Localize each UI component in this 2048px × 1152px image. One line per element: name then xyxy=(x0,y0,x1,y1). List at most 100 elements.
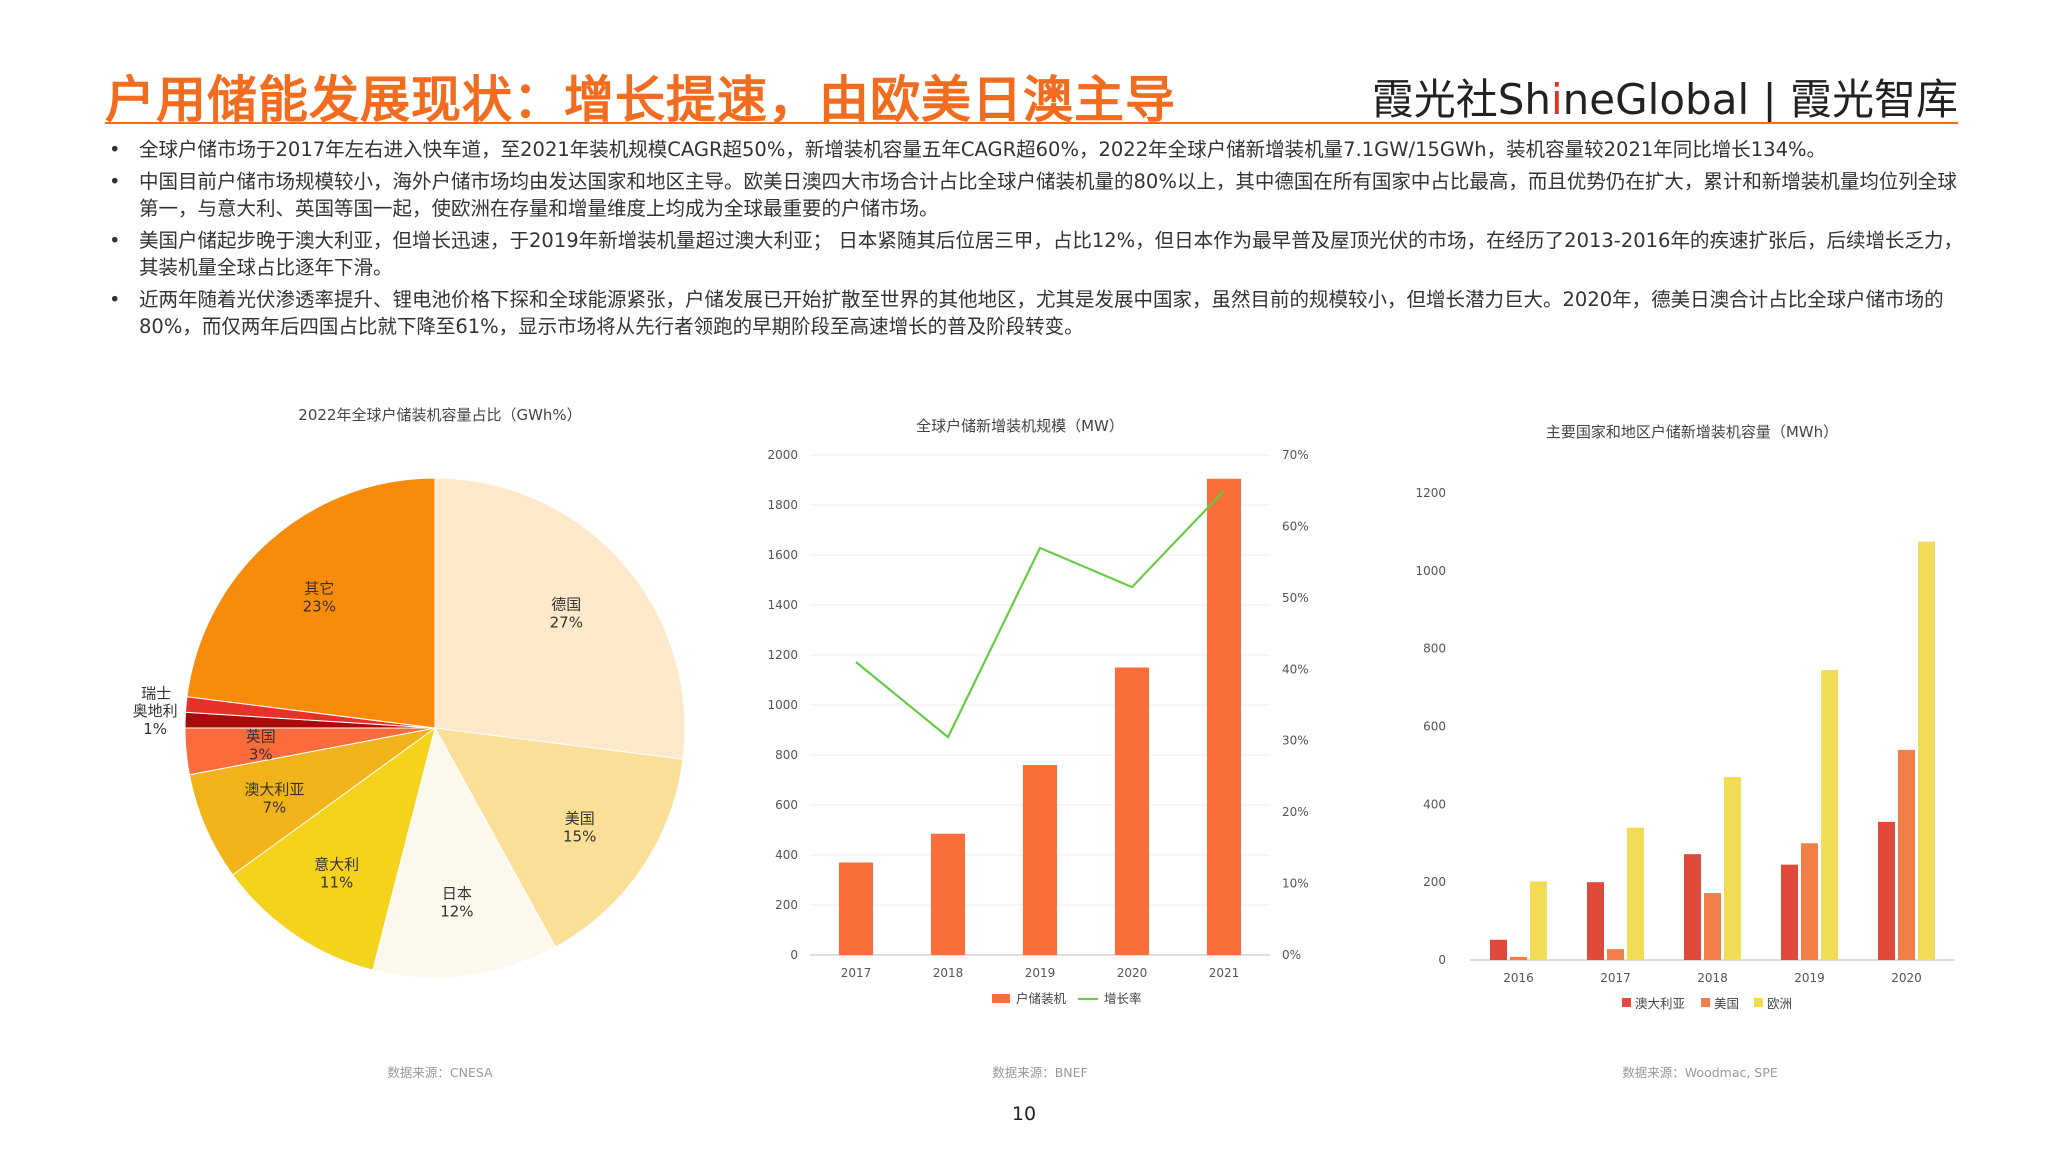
x-tick-label: 2019 xyxy=(1025,966,1056,980)
bullet-marker: • xyxy=(109,138,121,161)
x-tick-label: 2020 xyxy=(1117,966,1148,980)
grouped-chart-title: 主要国家和地区户储新增装机容量（MWh） xyxy=(1546,423,1838,441)
legend-label: 美国 xyxy=(1714,996,1739,1011)
x-tick-label: 2016 xyxy=(1503,971,1534,985)
bar xyxy=(931,833,965,955)
pie-slice xyxy=(186,477,436,729)
bar xyxy=(1510,956,1527,960)
legend-label: 户储装机 xyxy=(1016,991,1067,1006)
y-tick-label: 600 xyxy=(1423,720,1446,734)
pie-slice-name: 瑞士 xyxy=(141,685,171,703)
pie-slice-percent: 11% xyxy=(320,874,353,892)
page-number: 10 xyxy=(1011,1103,1037,1125)
pie-slice xyxy=(434,477,686,760)
bullet-text: 近两年随着光伏渗透率提升、锂电池价格下探和全球能源紧张，户储发展已开始扩散至世界… xyxy=(139,288,1944,338)
legend-label: 欧洲 xyxy=(1767,996,1792,1011)
bar xyxy=(1704,893,1721,960)
bar xyxy=(1607,949,1624,960)
y2-tick-label: 50% xyxy=(1282,591,1309,605)
bullet-list: • 全球户储市场于2017年左右进入快车道，至2021年装机规模CAGR超50%，… xyxy=(105,136,1975,345)
pie-slice-name: 德国 xyxy=(551,595,581,613)
y-tick-label: 1000 xyxy=(767,698,798,712)
bullet-text: 中国目前户储市场规模较小，海外户储市场均由发达国家和地区主导。欧美日澳四大市场合… xyxy=(139,170,1957,220)
legend-swatch xyxy=(1622,998,1631,1007)
bar xyxy=(1724,777,1741,960)
pie-chart-title: 2022年全球户储装机容量占比（GWh%） xyxy=(298,406,581,424)
legend-swatch-bar xyxy=(992,994,1010,1003)
y-tick-label: 400 xyxy=(775,848,798,862)
bullet-item: • 全球户储市场于2017年左右进入快车道，至2021年装机规模CAGR超50%，… xyxy=(105,136,1975,163)
x-tick-label: 2017 xyxy=(1600,971,1631,985)
bar xyxy=(839,862,873,955)
grouped-legend: 澳大利亚 美国 欧洲 xyxy=(1622,996,1792,1011)
y-tick-label: 200 xyxy=(775,898,798,912)
bullet-marker: • xyxy=(109,229,121,252)
pie-slice xyxy=(372,726,557,979)
bar xyxy=(1530,881,1547,960)
y-tick-label: 2000 xyxy=(767,448,798,462)
y-tick-label: 1600 xyxy=(767,548,798,562)
pie-slice-percent: 7% xyxy=(263,799,287,817)
combo-legend: 户储装机 增长率 xyxy=(992,991,1142,1006)
bullet-text: 美国户储起步晚于澳大利亚，但增长迅速，于2019年新增装机量超过澳大利亚； 日本… xyxy=(139,229,1963,279)
title-rule xyxy=(105,122,1958,124)
pie-slice-name: 其它 xyxy=(304,580,334,598)
bullet-item: • 近两年随着光伏渗透率提升、锂电池价格下探和全球能源紧张，户储发展已开始扩散至世… xyxy=(105,286,1975,340)
bar xyxy=(1684,854,1701,960)
legend-swatch xyxy=(1754,998,1763,1007)
bar xyxy=(1801,843,1818,960)
bar xyxy=(1490,939,1507,960)
bullet-item: • 中国目前户储市场规模较小，海外户储市场均由发达国家和地区主导。欧美日澳四大市场… xyxy=(105,168,1975,222)
bar xyxy=(1023,765,1057,955)
x-tick-label: 2018 xyxy=(933,966,964,980)
pie-slice-name: 美国 xyxy=(565,809,595,827)
pie-slice-name: 奥地利 xyxy=(133,702,178,720)
grouped-axis-labels: 0 200 400 600 800 1000 1200 2016 2017 2018 2019 202… xyxy=(1415,486,1921,985)
pie-slice-percent: 27% xyxy=(550,613,583,631)
brand-separator: | xyxy=(1762,75,1777,124)
combo-chart-source: 数据来源：BNEF xyxy=(992,1065,1088,1080)
combo-chart-title: 全球户储新增装机规模（MW） xyxy=(916,417,1124,435)
y2-tick-label: 30% xyxy=(1282,734,1309,748)
y2-tick-label: 0% xyxy=(1282,948,1301,962)
header: 户用储能发展现状：增长提速，由欧美日澳主导 霞光社ShineGlobal | 霞… xyxy=(0,0,2048,130)
pie-slice-percent: 15% xyxy=(563,827,596,845)
y-tick-label: 1800 xyxy=(767,498,798,512)
bar xyxy=(1878,821,1895,960)
pie-slice-name: 日本 xyxy=(442,885,472,903)
bar xyxy=(1781,864,1798,960)
bullet-marker: • xyxy=(109,288,121,311)
bullet-text: 全球户储市场于2017年左右进入快车道，至2021年装机规模CAGR超50%，新… xyxy=(139,138,1827,161)
y-tick-label: 200 xyxy=(1423,875,1446,889)
grouped-bars xyxy=(1490,541,1935,960)
x-tick-label: 2021 xyxy=(1209,966,1240,980)
y-tick-label: 1200 xyxy=(767,648,798,662)
bullet-item: • 美国户储起步晚于澳大利亚，但增长迅速，于2019年新增装机量超过澳大利亚； 日… xyxy=(105,227,1975,281)
legend-label: 增长率 xyxy=(1104,991,1142,1006)
bar xyxy=(1587,882,1604,960)
brand-part-c: 霞光智库 xyxy=(1789,75,1958,124)
bar xyxy=(1627,827,1644,960)
x-tick-label: 2020 xyxy=(1891,971,1922,985)
y-tick-label: 800 xyxy=(1423,642,1446,656)
pie-slices xyxy=(184,477,686,979)
y-tick-label: 1200 xyxy=(1415,486,1446,500)
y-tick-label: 800 xyxy=(775,748,798,762)
x-tick-label: 2018 xyxy=(1697,971,1728,985)
pie-slice-percent: 3% xyxy=(249,746,273,764)
grouped-chart-source: 数据来源：Woodmac, SPE xyxy=(1622,1065,1777,1080)
y2-tick-label: 40% xyxy=(1282,662,1309,676)
y-tick-label: 0 xyxy=(790,948,798,962)
y-tick-label: 600 xyxy=(775,798,798,812)
combo-axis-labels: 0 200 400 600 800 1000 1200 1400 1600 1800 2000 0% 1… xyxy=(767,448,1308,980)
brand-logo: 霞光社ShineGlobal | 霞光智库 xyxy=(1372,66,1958,127)
pie-slice-percent: 1% xyxy=(143,720,167,738)
y-tick-label: 0 xyxy=(1438,953,1446,967)
y-tick-label: 1000 xyxy=(1415,564,1446,578)
pie-chart-source: 数据来源：CNESA xyxy=(387,1065,493,1080)
growth-line xyxy=(855,489,1225,739)
pie-slice-percent: 23% xyxy=(303,598,336,616)
pie-slice xyxy=(232,726,436,971)
x-tick-label: 2019 xyxy=(1794,971,1825,985)
